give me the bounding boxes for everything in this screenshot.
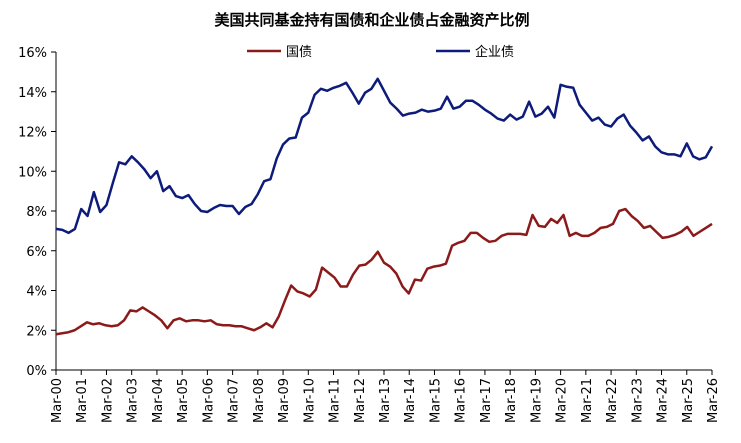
x-tick-label: Mar-18 — [504, 378, 519, 423]
x-tick-label: Mar-02 — [100, 378, 115, 423]
x-tick-label: Mar-03 — [126, 378, 141, 423]
x-tick-label: Mar-08 — [252, 378, 267, 423]
series-line-treasury — [55, 207, 713, 336]
legend: 国债 企业债 — [247, 44, 514, 60]
x-tick-label: Mar-11 — [328, 378, 343, 423]
x-tick-label: Mar-01 — [75, 378, 90, 423]
y-tick-label: 12% — [18, 126, 47, 141]
x-tick-label: Mar-05 — [176, 378, 191, 423]
x-tick-label: Mar-09 — [277, 378, 292, 423]
x-tick-label: Mar-07 — [227, 378, 242, 423]
chart-title: 美国共同基金持有国债和企业债占金融资产比例 — [214, 11, 529, 29]
x-tick-label: Mar-19 — [529, 378, 544, 423]
series-line-corporate — [55, 77, 714, 235]
y-tick-label: 6% — [26, 245, 47, 260]
x-tick-label: Mar-23 — [630, 378, 645, 423]
y-tick-label: 4% — [26, 285, 47, 300]
x-tick-label: Mar-00 — [50, 378, 65, 423]
x-tick-label: Mar-22 — [605, 378, 620, 423]
legend-label-corporate: 企业债 — [475, 44, 514, 60]
x-tick-label: Mar-24 — [656, 378, 671, 423]
y-tick-label: 2% — [26, 324, 47, 339]
x-tick-label: Mar-17 — [479, 378, 494, 423]
x-tick-label: Mar-20 — [555, 378, 570, 423]
x-tick-label: Mar-12 — [353, 378, 368, 423]
x-tick-label: Mar-21 — [580, 378, 595, 423]
x-tick-label: Mar-25 — [681, 378, 696, 423]
y-tick-label: 8% — [26, 205, 47, 220]
x-tick-label: Mar-26 — [706, 378, 721, 423]
y-tick-label: 14% — [18, 86, 47, 101]
x-tick-label: Mar-16 — [454, 378, 469, 423]
x-tick-label: Mar-14 — [403, 378, 418, 423]
x-tick-label: Mar-15 — [428, 378, 443, 423]
x-tick-label: Mar-04 — [151, 378, 166, 423]
y-tick-label: 16% — [18, 46, 47, 61]
x-ticks: Mar-00 Mar-01 Mar-02 Mar-03 Mar-04 Mar-05 Mar-… — [50, 370, 721, 423]
axes — [55, 52, 712, 371]
y-ticks: 0% 2% 4% 6% 8% 10% 12% 14% 16% — [18, 46, 56, 379]
series-lines — [55, 77, 714, 336]
legend-label-treasury: 国债 — [286, 45, 312, 60]
y-tick-label: 10% — [18, 165, 47, 180]
x-tick-label: Mar-06 — [201, 378, 216, 423]
x-tick-label: Mar-13 — [378, 378, 393, 423]
y-tick-label: 0% — [26, 364, 47, 379]
x-tick-label: Mar-10 — [302, 378, 317, 423]
